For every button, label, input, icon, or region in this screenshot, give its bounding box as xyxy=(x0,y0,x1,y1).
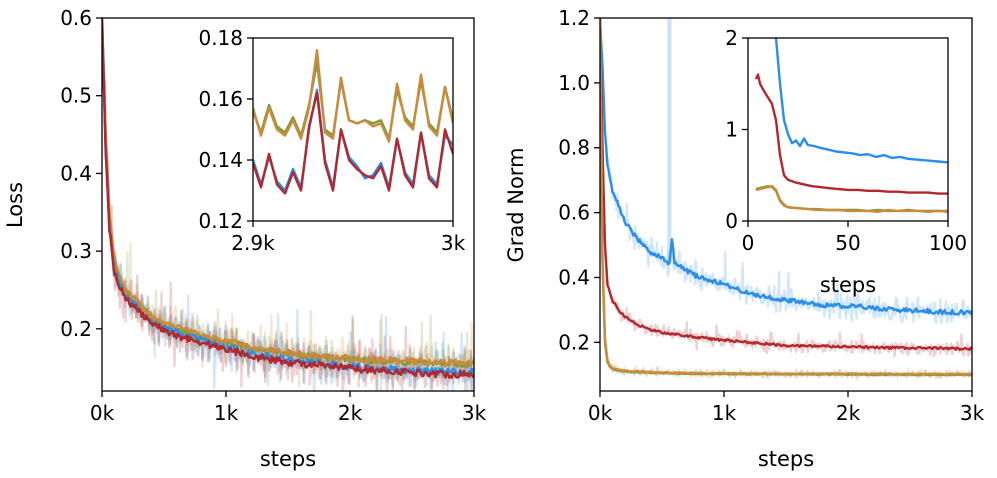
grad-main-xtick-label: 2k xyxy=(836,401,861,425)
grad-inset-series-orange xyxy=(755,184,948,214)
grad-main-xtick-label: 3k xyxy=(960,401,985,425)
loss-inset-xtick-label: 2.9k xyxy=(231,231,275,255)
grad-inset-xtick-label: 100 xyxy=(929,231,967,255)
grad-main-plot-area xyxy=(600,18,972,381)
grad-inset-series-red xyxy=(754,73,948,195)
loss-main-series-orange xyxy=(102,18,474,367)
grad-main-xtick-label: 0k xyxy=(588,401,613,425)
grad-inset-ytick-label: 0 xyxy=(725,209,738,233)
grad-inset-ytick-label: 1 xyxy=(725,118,738,142)
grad-main-ytick-label: 0.6 xyxy=(558,201,590,225)
grad-inset-xlabel: steps xyxy=(820,273,876,297)
grad-main-xlabel: steps xyxy=(758,447,814,471)
loss-main-xlabel: steps xyxy=(260,447,316,471)
grad-inset-series-blue xyxy=(774,38,948,164)
grad-inset-xtick-label: 50 xyxy=(835,231,860,255)
loss-main-xtick-label: 3k xyxy=(462,401,487,425)
grad-inset-ytick-label: 2 xyxy=(725,26,738,50)
loss-main-xtick-label: 0k xyxy=(90,401,115,425)
loss-main-series-red xyxy=(102,20,474,379)
loss-main-ylabel: Loss xyxy=(3,182,27,228)
loss-main-chart: 0k 1k 2k 3k 0.2 0.3 0.4 0.5 0.6 steps Loss xyxy=(3,6,487,471)
loss-main-plot-area xyxy=(102,18,474,391)
grad-main-series-red xyxy=(600,18,972,351)
loss-inset-background xyxy=(253,38,453,221)
loss-inset-series-red xyxy=(253,91,453,195)
loss-main-ytick-label: 0.4 xyxy=(60,161,92,185)
loss-main-xtick-label: 2k xyxy=(338,401,363,425)
grad-main-ytick-label: 0.8 xyxy=(558,136,590,160)
grad-main-ytick-label: 1.2 xyxy=(558,6,590,30)
loss-inset-series-orange xyxy=(253,49,453,143)
grad-inset-xtick-label: 0 xyxy=(742,231,755,255)
grad-inset-plot-area xyxy=(754,38,948,214)
grad-main-ytick-label: 0.2 xyxy=(558,330,590,354)
grad-main-ytick-label: 0.4 xyxy=(558,265,590,289)
grad-main-series-blue xyxy=(600,18,972,316)
loss-main-ytick-label: 0.5 xyxy=(60,84,92,108)
grad-main-series-orange xyxy=(600,18,972,376)
grad-main-raw-red xyxy=(600,18,972,358)
loss-main-ytick-label: 0.6 xyxy=(60,6,92,30)
grad-main-xtick-label: 1k xyxy=(712,401,737,425)
loss-inset-plot-area xyxy=(253,49,453,195)
loss-main-ytick-label: 0.3 xyxy=(60,239,92,263)
loss-main-frame xyxy=(101,17,475,392)
loss-inset-xtick-label: 3k xyxy=(441,231,466,255)
loss-inset-chart: 2.9k 3k 0.12 0.14 0.16 0.18 xyxy=(198,26,465,255)
grad-inset-chart: 0 50 100 0 1 2 steps xyxy=(725,26,967,297)
loss-inset-ytick-label: 0.18 xyxy=(198,26,243,50)
loss-inset-frame xyxy=(252,37,454,222)
grad-main-ylabel: Grad Norm xyxy=(504,147,528,262)
grad-main-frame xyxy=(599,17,973,392)
loss-main-raw-blue xyxy=(102,18,474,391)
loss-main-ytick-label: 0.2 xyxy=(60,317,92,341)
loss-main-xtick-label: 1k xyxy=(214,401,239,425)
loss-inset-ytick-label: 0.16 xyxy=(198,87,243,111)
grad-main-chart: 0k 1k 2k 3k 0.2 0.4 0.6 0.8 1.0 1.2 steps Grad Norm xyxy=(504,6,985,471)
loss-inset-ytick-label: 0.14 xyxy=(198,148,243,172)
grad-main-ytick-label: 1.0 xyxy=(558,71,590,95)
loss-inset-ytick-label: 0.12 xyxy=(198,209,243,233)
